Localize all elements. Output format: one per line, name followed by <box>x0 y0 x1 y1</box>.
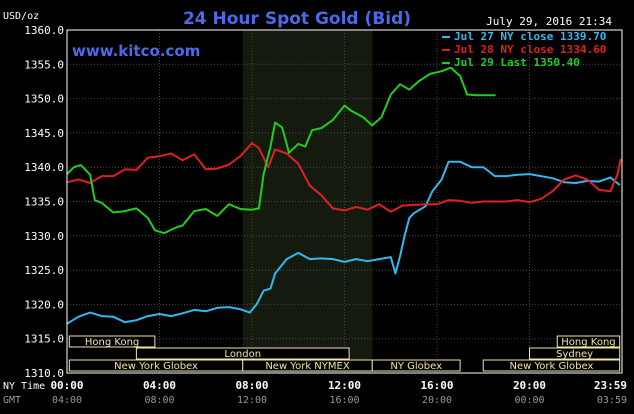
market-session-box <box>68 335 156 348</box>
series-line <box>66 160 621 325</box>
market-session: Hong Kong <box>68 335 156 348</box>
x-tick-label-gmt: 16:00 <box>329 395 359 406</box>
market-session: New York NYMEX <box>242 359 373 372</box>
price-series <box>66 66 622 325</box>
market-session-label: Hong Kong <box>561 337 615 348</box>
chart-labels: 24 Hour Spot Gold (Bid) www.kitco.com Ju… <box>3 9 612 406</box>
y-tick-label: 1360.0 <box>24 24 64 37</box>
legend-entry: Jul 28 NY close 1334.60 <box>454 43 606 56</box>
y-tick-label: 1330.0 <box>24 230 64 243</box>
axes: 1360.0 1355.0 1350.0 1345.0 1340.0 1335.0 1330… <box>24 24 627 406</box>
x-tick-label-ny: 23:59 <box>594 379 627 392</box>
x-tick-label-gmt: 03:59 <box>597 395 627 406</box>
market-session: New York Globex <box>482 359 621 372</box>
x-tick-label-ny: 08:00 <box>235 379 268 392</box>
y-tick-label: 1325.0 <box>24 264 64 277</box>
y-axis-label: USD/oz <box>3 11 39 22</box>
watermark: www.kitco.com <box>72 42 200 60</box>
legend-entry: Jul 29 Last 1350.40 <box>454 56 580 69</box>
y-tick-label: 1340.0 <box>24 161 64 174</box>
market-session-label: London <box>224 349 261 360</box>
y-tick-label: 1350.0 <box>24 93 64 106</box>
y-tick-label: 1355.0 <box>24 58 64 71</box>
x-tick-label-gmt: 08:00 <box>144 395 174 406</box>
market-session-box <box>371 359 461 372</box>
y-tick-label: 1315.0 <box>24 333 64 346</box>
market-session: NY Globex <box>371 359 461 372</box>
y-tick-label: 1345.0 <box>24 127 64 140</box>
market-session-label: New York NYMEX <box>265 361 350 372</box>
x-tick-label-ny: 12:00 <box>328 379 361 392</box>
y-tick-label: 1335.0 <box>24 196 64 209</box>
x-axis-label-gmt: GMT <box>3 395 21 406</box>
series-line <box>66 66 496 235</box>
market-session-box <box>482 359 621 372</box>
x-tick-label-ny: 20:00 <box>513 379 546 392</box>
market-session-label: New York Globex <box>510 361 594 372</box>
series-line <box>66 142 622 213</box>
y-tick-label: 1320.0 <box>24 298 64 311</box>
market-session-box <box>135 347 350 360</box>
x-tick-label-gmt: 00:00 <box>514 395 544 406</box>
x-tick-label-ny: 04:00 <box>143 379 176 392</box>
plot-frame <box>66 29 623 374</box>
market-session-label: Hong Kong <box>85 337 139 348</box>
x-tick-label-ny: 00:00 <box>50 379 83 392</box>
market-session: Hong Kong <box>556 335 621 348</box>
market-session: London <box>135 347 350 360</box>
market-session: New York Globex <box>68 359 244 372</box>
x-tick-label-gmt: 04:00 <box>52 395 82 406</box>
chart-title: 24 Hour Spot Gold (Bid) <box>183 9 411 29</box>
x-tick-label-gmt: 12:00 <box>237 395 267 406</box>
market-session: Sydney <box>529 347 621 360</box>
market-session-label: NY Globex <box>390 361 442 372</box>
market-session-label: New York Globex <box>114 361 198 372</box>
x-axis-label-ny: NY Time <box>3 381 45 392</box>
timestamp: July 29, 2016 21:34 <box>486 15 612 28</box>
market-session-box <box>556 335 621 348</box>
market-session-box <box>529 347 621 360</box>
y-tick-label: 1310.0 <box>24 367 64 380</box>
x-tick-label-ny: 16:00 <box>420 379 453 392</box>
market-session-label: Sydney <box>556 349 593 360</box>
legend-entry: Jul 27 NY close 1339.70 <box>454 30 606 43</box>
x-tick-label-gmt: 20:00 <box>422 395 452 406</box>
